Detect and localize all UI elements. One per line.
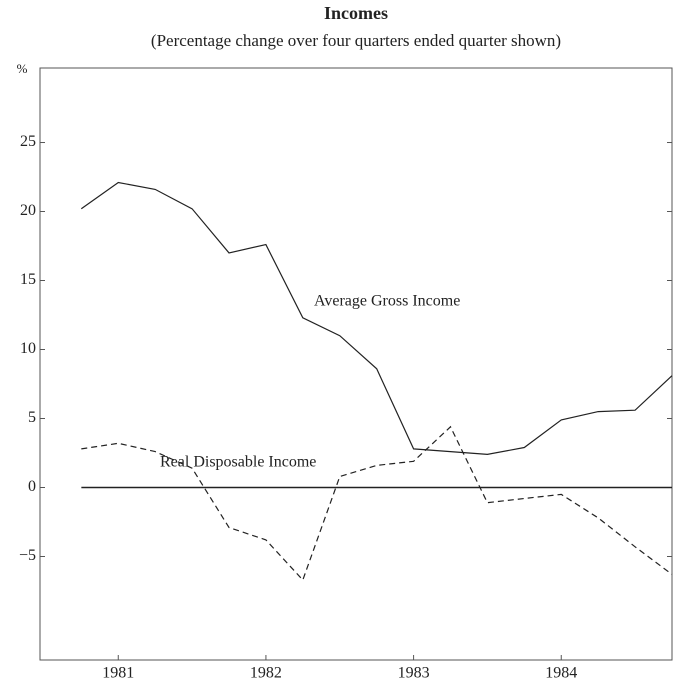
y-tick-label: 10 [20,340,36,357]
series-line [80,181,673,456]
y-tick-label: −5 [19,547,36,564]
chart-title: Incomes [324,3,388,23]
x-tick-label: 1981 [102,665,134,682]
x-tick-label: 1984 [545,665,577,682]
series-label: Real Disposable Income [160,454,316,471]
y-axis-label: % [17,61,28,76]
x-tick-label: 1983 [398,665,430,682]
y-tick-label: 0 [28,478,36,495]
y-tick-label: 25 [20,133,36,150]
series-label: Average Gross Income [314,293,460,310]
y-tick-label: 5 [28,409,36,426]
y-tick-label: 20 [20,202,36,219]
x-tick-label: 1982 [250,665,282,682]
series-line [81,425,673,582]
plot-frame [39,67,673,661]
y-tick-label: 15 [20,271,36,288]
chart-subtitle: (Percentage change over four quarters en… [151,31,561,50]
